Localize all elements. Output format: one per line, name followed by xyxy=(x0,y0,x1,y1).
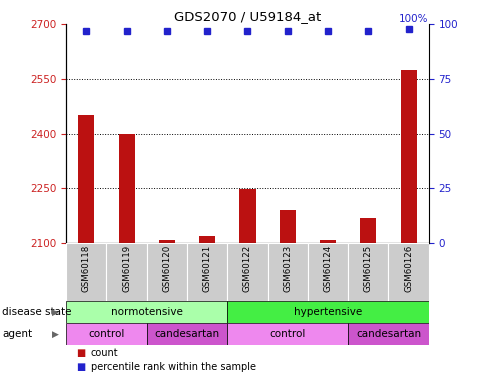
Bar xyxy=(159,240,175,243)
Bar xyxy=(66,323,147,345)
Text: ■: ■ xyxy=(76,348,85,358)
Text: hypertensive: hypertensive xyxy=(294,307,362,317)
Text: disease state: disease state xyxy=(2,307,72,317)
Text: GSM60125: GSM60125 xyxy=(364,245,373,292)
Bar xyxy=(106,243,147,301)
Bar xyxy=(400,70,416,243)
Bar xyxy=(308,243,348,301)
Bar xyxy=(119,134,135,243)
Text: GSM60118: GSM60118 xyxy=(82,245,91,292)
Text: GSM60122: GSM60122 xyxy=(243,245,252,292)
Text: control: control xyxy=(88,329,124,339)
Text: ▶: ▶ xyxy=(52,330,59,339)
Text: candesartan: candesartan xyxy=(356,329,421,339)
Text: ▶: ▶ xyxy=(52,308,59,316)
Text: count: count xyxy=(91,348,118,358)
Text: agent: agent xyxy=(2,329,32,339)
Bar xyxy=(199,236,215,243)
Text: 100%: 100% xyxy=(399,13,429,24)
Bar xyxy=(268,243,308,301)
Bar xyxy=(147,323,227,345)
Bar xyxy=(66,301,227,323)
Bar xyxy=(389,243,429,301)
Bar xyxy=(227,301,429,323)
Bar xyxy=(66,243,106,301)
Title: GDS2070 / U59184_at: GDS2070 / U59184_at xyxy=(174,10,321,23)
Bar xyxy=(187,243,227,301)
Bar xyxy=(280,210,296,243)
Bar xyxy=(227,323,348,345)
Bar xyxy=(360,218,376,243)
Bar xyxy=(320,240,336,243)
Text: GSM60126: GSM60126 xyxy=(404,245,413,292)
Text: control: control xyxy=(270,329,306,339)
Bar xyxy=(348,323,429,345)
Bar xyxy=(147,243,187,301)
Text: normotensive: normotensive xyxy=(111,307,183,317)
Bar xyxy=(348,243,389,301)
Bar xyxy=(240,189,255,243)
Text: percentile rank within the sample: percentile rank within the sample xyxy=(91,362,256,372)
Text: GSM60121: GSM60121 xyxy=(203,245,212,292)
Bar xyxy=(227,243,268,301)
Text: GSM60124: GSM60124 xyxy=(323,245,333,292)
Bar xyxy=(78,116,95,243)
Text: GSM60119: GSM60119 xyxy=(122,245,131,292)
Text: GSM60123: GSM60123 xyxy=(283,245,292,292)
Text: GSM60120: GSM60120 xyxy=(162,245,171,292)
Text: ■: ■ xyxy=(76,362,85,372)
Text: candesartan: candesartan xyxy=(154,329,220,339)
